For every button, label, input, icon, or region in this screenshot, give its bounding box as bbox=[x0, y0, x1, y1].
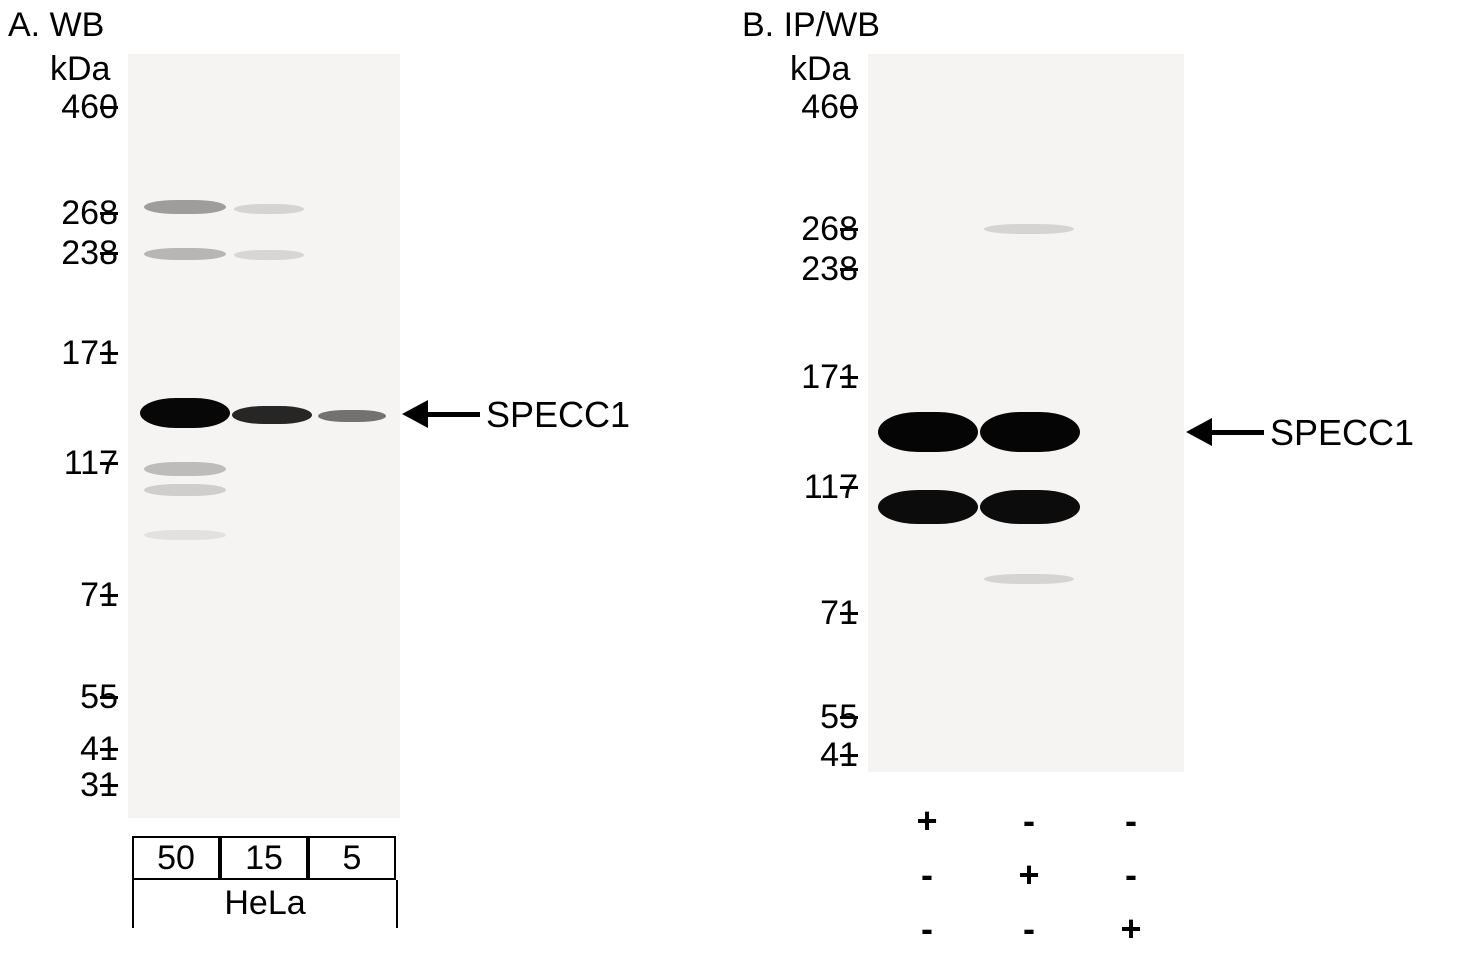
condition-symbol: - bbox=[1116, 800, 1146, 842]
mw-marker-tick bbox=[100, 696, 118, 699]
mw-marker-tick bbox=[840, 376, 858, 379]
condition-symbol: + bbox=[1116, 908, 1146, 950]
panel-a-blot-membrane bbox=[128, 54, 400, 818]
condition-symbol: - bbox=[1014, 908, 1044, 950]
lane-load-box: 15 bbox=[220, 836, 308, 880]
panel-a-bracket-left bbox=[132, 880, 134, 928]
mw-marker-tick bbox=[100, 748, 118, 751]
panel-b-arrow-head-icon bbox=[1186, 418, 1212, 446]
panel-b-title: B. IP/WB bbox=[742, 6, 880, 45]
mw-marker-tick bbox=[840, 228, 858, 231]
condition-symbol: - bbox=[1116, 854, 1146, 896]
protein-band bbox=[984, 574, 1074, 584]
mw-marker-tick bbox=[840, 716, 858, 719]
panel-b-arrow-line bbox=[1210, 430, 1264, 435]
panel-a-title: A. WB bbox=[8, 6, 104, 45]
mw-marker-tick bbox=[100, 252, 118, 255]
protein-band bbox=[980, 412, 1080, 452]
protein-band bbox=[984, 224, 1074, 234]
protein-band bbox=[144, 484, 226, 496]
mw-marker-tick bbox=[100, 352, 118, 355]
protein-band bbox=[878, 490, 978, 524]
panel-b-axis-unit: kDa bbox=[790, 50, 850, 89]
condition-symbol: - bbox=[1014, 800, 1044, 842]
lane-load-box: 50 bbox=[132, 836, 220, 880]
protein-band bbox=[878, 412, 978, 452]
panel-b-arrow-label: SPECC1 bbox=[1270, 412, 1414, 454]
mw-marker-tick bbox=[840, 612, 858, 615]
protein-band bbox=[232, 406, 312, 424]
protein-band bbox=[144, 530, 226, 540]
panel-a-arrow-head-icon bbox=[402, 400, 428, 428]
mw-marker-tick bbox=[840, 268, 858, 271]
mw-marker-tick bbox=[100, 784, 118, 787]
panel-a-axis-unit: kDa bbox=[50, 50, 110, 89]
mw-marker-tick bbox=[840, 486, 858, 489]
protein-band bbox=[234, 204, 304, 214]
mw-marker-tick bbox=[840, 754, 858, 757]
condition-symbol: - bbox=[912, 908, 942, 950]
protein-band bbox=[318, 410, 386, 422]
protein-band bbox=[144, 462, 226, 476]
condition-symbol: + bbox=[1014, 854, 1044, 896]
panel-a-arrow-line bbox=[426, 412, 480, 417]
panel-a-sample-label: HeLa bbox=[220, 884, 310, 923]
condition-symbol: - bbox=[912, 854, 942, 896]
panel-a-arrow-label: SPECC1 bbox=[486, 394, 630, 436]
mw-marker-tick bbox=[100, 106, 118, 109]
condition-symbol: + bbox=[912, 800, 942, 842]
mw-marker-tick bbox=[100, 462, 118, 465]
lane-load-box: 5 bbox=[308, 836, 396, 880]
mw-marker-tick bbox=[840, 106, 858, 109]
protein-band bbox=[140, 398, 230, 428]
panel-a-bracket-right bbox=[396, 880, 398, 928]
mw-marker-tick bbox=[100, 212, 118, 215]
protein-band bbox=[144, 248, 226, 260]
mw-marker-tick bbox=[100, 594, 118, 597]
protein-band bbox=[144, 200, 226, 214]
protein-band bbox=[234, 250, 304, 260]
protein-band bbox=[980, 490, 1080, 524]
